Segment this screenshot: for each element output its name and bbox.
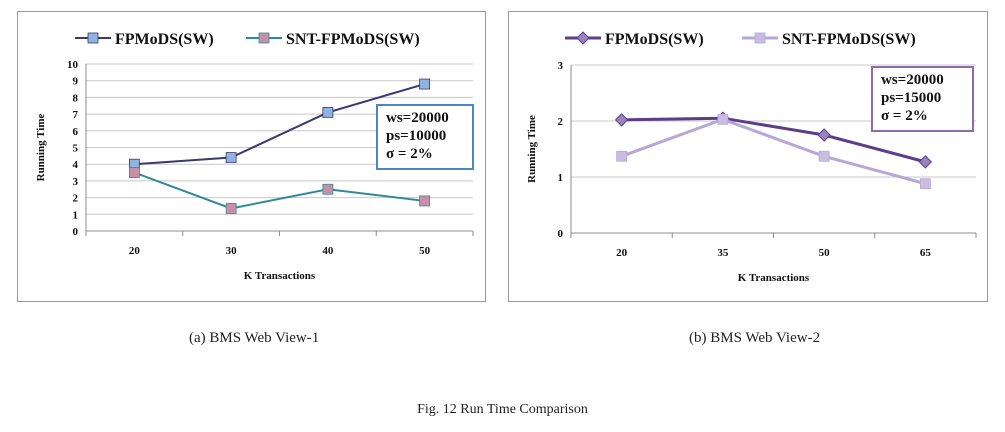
chart-a-param-ps: ps=10000 bbox=[386, 128, 447, 144]
chart-b-series-1-line bbox=[621, 117, 926, 186]
chart-a-y-tick-4: 4 bbox=[73, 159, 79, 171]
chart-a-y-tick-1: 1 bbox=[73, 209, 79, 221]
chart-b-legend-0-label: FPMoDS(SW) bbox=[605, 31, 704, 48]
chart-a-x-axis-label: K Transactions bbox=[244, 270, 316, 282]
chart-b-x-tick-50: 50 bbox=[819, 247, 831, 259]
chart-a-param-sigma: σ = 2% bbox=[386, 146, 433, 162]
chart-a-y-tick-10: 10 bbox=[67, 59, 79, 71]
chart-a-y-axis-label: Running Time bbox=[35, 114, 47, 182]
chart-a-legend-1-marker bbox=[258, 32, 270, 44]
chart-a-y-tick-8: 8 bbox=[73, 92, 79, 104]
chart-b-series-0-point-20 bbox=[614, 113, 629, 127]
chart-b-series-1-point-35 bbox=[717, 113, 729, 125]
chart-a-x-tick-50: 50 bbox=[419, 245, 431, 257]
chart-b-x-axis-label: K Transactions bbox=[738, 272, 810, 284]
chart-a-y-tick-0: 0 bbox=[73, 226, 79, 238]
chart-a-series-1-line bbox=[134, 171, 425, 210]
chart-a-x-tick-20: 20 bbox=[129, 245, 141, 257]
chart-a-params-box: ws=20000 ps=10000 σ = 2% bbox=[376, 104, 474, 170]
chart-a-svg: 0 1 2 3 4 5 6 7 8 9 10 20 30 40 50 K Transactions Runnin… bbox=[35, 31, 474, 282]
chart-b-y-tick-2: 2 bbox=[558, 116, 564, 128]
chart-b-y-axis-label: Running Time bbox=[526, 115, 538, 183]
subfigure-caption-a: (a) BMS Web View-1 bbox=[189, 330, 320, 346]
chart-a-series-0-point-30 bbox=[225, 152, 237, 163]
chart-b-y-tick-3: 3 bbox=[558, 60, 564, 72]
chart-a-series-1-point-40 bbox=[322, 183, 334, 195]
chart-a-legend-0-label: FPMoDS(SW) bbox=[115, 31, 214, 48]
chart-a-x-tick-40: 40 bbox=[322, 245, 334, 257]
chart-a-legend-1-label: SNT-FPMoDS(SW) bbox=[286, 31, 420, 48]
chart-b-series-1-point-65 bbox=[919, 178, 931, 190]
chart-a-y-tick-9: 9 bbox=[73, 76, 79, 88]
chart-b-series-1-point-50 bbox=[818, 150, 830, 162]
chart-b-series-0-line bbox=[621, 116, 926, 164]
chart-a-y-tick-2: 2 bbox=[73, 193, 79, 205]
chart-panel-a: 0 1 2 3 4 5 6 7 8 9 10 20 30 40 50 K Transactions Runnin… bbox=[17, 11, 486, 302]
chart-a-series-0-point-50 bbox=[419, 78, 431, 90]
chart-b-series-0-point-65 bbox=[918, 155, 933, 169]
chart-b-x-tick-20: 20 bbox=[616, 247, 628, 259]
chart-b-series-0-point-50 bbox=[817, 128, 831, 142]
chart-b-series-1-point-20 bbox=[616, 150, 628, 162]
chart-a-series-1-point-30 bbox=[225, 203, 237, 214]
chart-a-x-tick-30: 30 bbox=[226, 245, 238, 257]
chart-panel-b: 0 1 2 3 20 35 50 65 K Transactions Running Time FP… bbox=[508, 11, 988, 302]
chart-b-x-tick-65: 65 bbox=[920, 247, 932, 259]
chart-b-y-tick-0: 0 bbox=[558, 228, 564, 240]
chart-a-y-tick-5: 5 bbox=[73, 143, 79, 155]
chart-a-legend-0-marker bbox=[87, 32, 99, 44]
figure-caption: Fig. 12 Run Time Comparison bbox=[417, 402, 588, 417]
subfigure-caption-b: (b) BMS Web View-2 bbox=[689, 330, 821, 346]
chart-a-series-1-point-50 bbox=[419, 195, 431, 207]
chart-b-svg: 0 1 2 3 20 35 50 65 K Transactions Running Time FP… bbox=[526, 31, 977, 284]
chart-a-series-0-point-40 bbox=[322, 107, 334, 118]
chart-b-param-sigma: σ = 2% bbox=[881, 108, 928, 124]
chart-b-param-ps: ps=15000 bbox=[881, 90, 942, 106]
chart-b-y-tick-1: 1 bbox=[558, 172, 564, 184]
chart-b-param-ws: ws=20000 bbox=[881, 72, 944, 88]
chart-a-series-0-line bbox=[134, 83, 425, 166]
chart-b-legend-0-marker bbox=[576, 31, 590, 45]
chart-a-series-1-point-20 bbox=[128, 167, 140, 178]
chart-b-x-tick-35: 35 bbox=[717, 247, 729, 259]
chart-b-legend-1-marker bbox=[754, 32, 766, 44]
chart-a-y-tick-3: 3 bbox=[73, 176, 79, 188]
chart-b-params-box: ws=20000 ps=15000 σ = 2% bbox=[871, 66, 974, 132]
chart-a-param-ws: ws=20000 bbox=[386, 110, 449, 126]
chart-b-legend-1-label: SNT-FPMoDS(SW) bbox=[782, 31, 916, 48]
chart-a-y-tick-7: 7 bbox=[73, 109, 79, 121]
chart-a-y-tick-6: 6 bbox=[73, 126, 79, 138]
